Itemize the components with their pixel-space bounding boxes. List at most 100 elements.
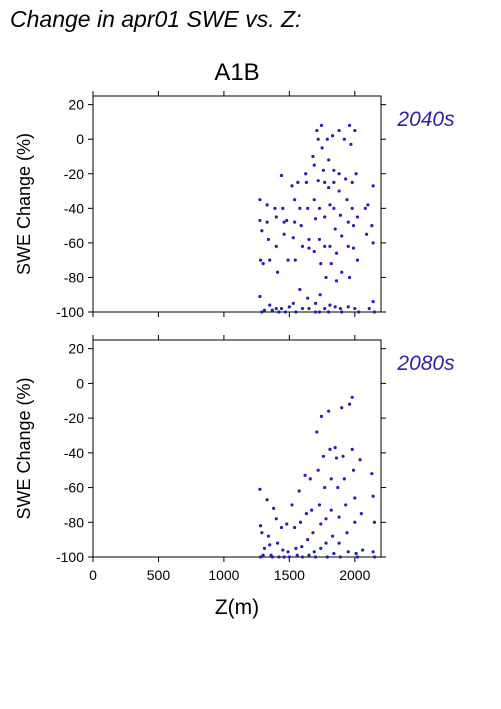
data-point bbox=[330, 534, 335, 538]
data-point bbox=[274, 244, 278, 248]
data-point bbox=[355, 555, 360, 559]
data-point bbox=[279, 173, 284, 178]
data-point bbox=[266, 237, 271, 242]
data-point bbox=[313, 301, 318, 305]
data-point bbox=[371, 241, 375, 245]
data-point bbox=[316, 468, 320, 472]
data-point bbox=[353, 520, 357, 524]
data-point bbox=[306, 296, 310, 300]
data-point bbox=[332, 168, 336, 172]
data-point bbox=[315, 430, 319, 434]
data-point bbox=[350, 180, 354, 184]
data-point bbox=[298, 287, 302, 292]
data-point bbox=[261, 262, 265, 266]
data-point bbox=[325, 137, 329, 141]
data-point bbox=[324, 541, 328, 545]
data-point bbox=[372, 555, 377, 559]
data-point bbox=[329, 508, 333, 512]
data-point bbox=[328, 447, 332, 451]
data-point bbox=[354, 172, 358, 176]
data-point bbox=[258, 294, 262, 299]
data-point bbox=[313, 217, 318, 221]
data-point bbox=[258, 198, 262, 202]
y-tick-label: -20 bbox=[64, 410, 84, 426]
data-point bbox=[307, 246, 311, 250]
x-tick-label: 2000 bbox=[339, 567, 370, 583]
data-point bbox=[315, 128, 319, 133]
data-point bbox=[370, 472, 374, 476]
data-point bbox=[294, 546, 298, 550]
data-point bbox=[334, 251, 339, 255]
data-point bbox=[298, 206, 302, 210]
panel-2040s: -100 -80 -60 -40 -20 0 20 SWE Change (%) 2040s bbox=[14, 91, 455, 320]
data-point bbox=[355, 258, 360, 262]
data-point bbox=[350, 206, 354, 210]
data-point bbox=[328, 244, 332, 248]
data-point bbox=[347, 402, 352, 406]
data-point bbox=[321, 168, 325, 172]
data-point bbox=[312, 198, 316, 202]
data-point bbox=[312, 550, 316, 554]
y-tick-label: 20 bbox=[68, 341, 84, 357]
y-tick-label: -40 bbox=[64, 200, 84, 216]
data-point bbox=[316, 137, 320, 141]
decade-label: 2040s bbox=[396, 108, 455, 131]
data-point bbox=[337, 128, 341, 133]
data-point bbox=[296, 180, 300, 184]
data-point bbox=[303, 473, 307, 478]
data-point bbox=[325, 555, 329, 559]
data-point bbox=[297, 489, 301, 493]
data-point bbox=[312, 163, 316, 167]
data-point bbox=[337, 515, 341, 519]
data-point bbox=[307, 237, 311, 242]
data-point bbox=[353, 128, 357, 133]
data-point bbox=[294, 310, 298, 314]
data-point bbox=[333, 446, 337, 450]
data-point bbox=[341, 454, 345, 458]
decade-label: 2080s bbox=[396, 352, 455, 375]
data-point bbox=[340, 406, 344, 410]
y-tick-label: 0 bbox=[76, 131, 84, 147]
data-point bbox=[300, 555, 305, 559]
y-tick-label: -20 bbox=[64, 166, 84, 182]
data-point bbox=[367, 306, 371, 311]
data-point bbox=[306, 538, 310, 542]
data-point bbox=[371, 494, 375, 498]
data-point bbox=[357, 310, 361, 314]
y-tick-label: -80 bbox=[64, 269, 84, 285]
data-point bbox=[338, 213, 343, 217]
data-point bbox=[319, 262, 323, 266]
y-tick-label: -100 bbox=[56, 304, 84, 320]
y-tick-label: -60 bbox=[64, 235, 84, 251]
data-point bbox=[332, 180, 336, 184]
data-point bbox=[258, 258, 263, 262]
data-point bbox=[372, 310, 377, 314]
data-point bbox=[329, 262, 333, 266]
data-point bbox=[330, 134, 335, 138]
data-point bbox=[346, 244, 350, 248]
data-point bbox=[340, 234, 344, 238]
data-point bbox=[277, 555, 281, 559]
data-point bbox=[320, 146, 324, 150]
data-point bbox=[327, 185, 331, 190]
data-point bbox=[262, 308, 267, 312]
data-point bbox=[332, 206, 336, 210]
data-point bbox=[337, 189, 341, 193]
data-point bbox=[300, 544, 304, 549]
data-point bbox=[342, 137, 346, 141]
data-point bbox=[333, 227, 337, 231]
x-tick-label: 500 bbox=[147, 567, 171, 583]
data-point bbox=[286, 258, 290, 262]
data-point bbox=[370, 224, 374, 228]
data-point bbox=[268, 543, 272, 547]
data-point bbox=[265, 203, 269, 207]
data-point bbox=[327, 310, 331, 314]
data-point bbox=[319, 414, 324, 418]
data-point bbox=[310, 508, 314, 512]
y-axis-label: SWE Change (%) bbox=[14, 133, 34, 275]
data-point bbox=[347, 275, 352, 280]
data-point bbox=[275, 270, 280, 274]
data-point bbox=[318, 293, 322, 297]
data-point bbox=[287, 305, 291, 309]
data-point bbox=[340, 310, 344, 314]
